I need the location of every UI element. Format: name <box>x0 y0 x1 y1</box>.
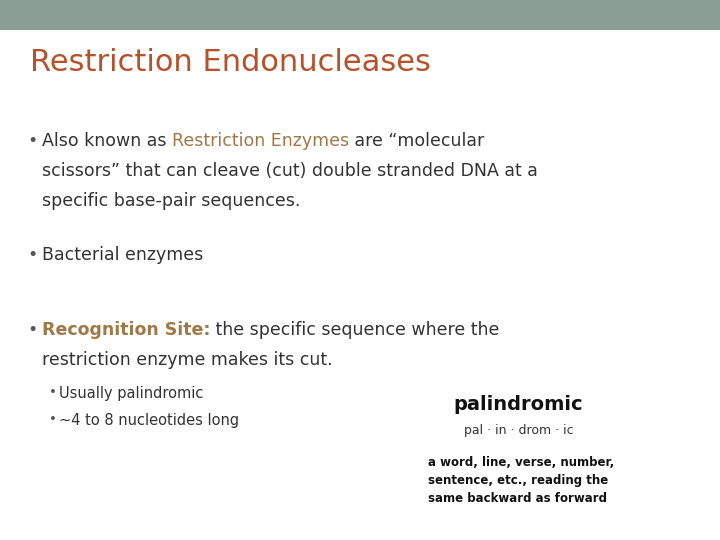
Text: •: • <box>27 321 37 339</box>
Text: specific base-pair sequences.: specific base-pair sequences. <box>42 192 300 210</box>
Text: Restriction Endonucleases: Restriction Endonucleases <box>30 48 431 77</box>
Text: scissors” that can cleave (cut) double stranded DNA at a: scissors” that can cleave (cut) double s… <box>42 162 538 180</box>
Text: restriction enzyme makes its cut.: restriction enzyme makes its cut. <box>42 351 333 369</box>
Text: •: • <box>27 246 37 264</box>
Text: are “molecular: are “molecular <box>349 132 484 150</box>
Text: •: • <box>49 413 57 426</box>
Text: Usually palindromic: Usually palindromic <box>59 386 204 401</box>
Text: •: • <box>27 132 37 150</box>
Text: ~4 to 8 nucleotides long: ~4 to 8 nucleotides long <box>59 413 239 428</box>
Text: Bacterial enzymes: Bacterial enzymes <box>42 246 203 264</box>
Text: the specific sequence where the: the specific sequence where the <box>210 321 500 339</box>
Text: pal · in · drom · ic: pal · in · drom · ic <box>464 424 573 437</box>
Text: Also known as: Also known as <box>42 132 172 150</box>
Text: •: • <box>49 386 57 399</box>
Text: a word, line, verse, number,
sentence, etc., reading the
same backward as forwar: a word, line, verse, number, sentence, e… <box>428 456 615 505</box>
Text: Recognition Site:: Recognition Site: <box>42 321 210 339</box>
Text: palindromic: palindromic <box>454 395 583 414</box>
FancyBboxPatch shape <box>0 0 720 30</box>
Text: Restriction Enzymes: Restriction Enzymes <box>172 132 349 150</box>
